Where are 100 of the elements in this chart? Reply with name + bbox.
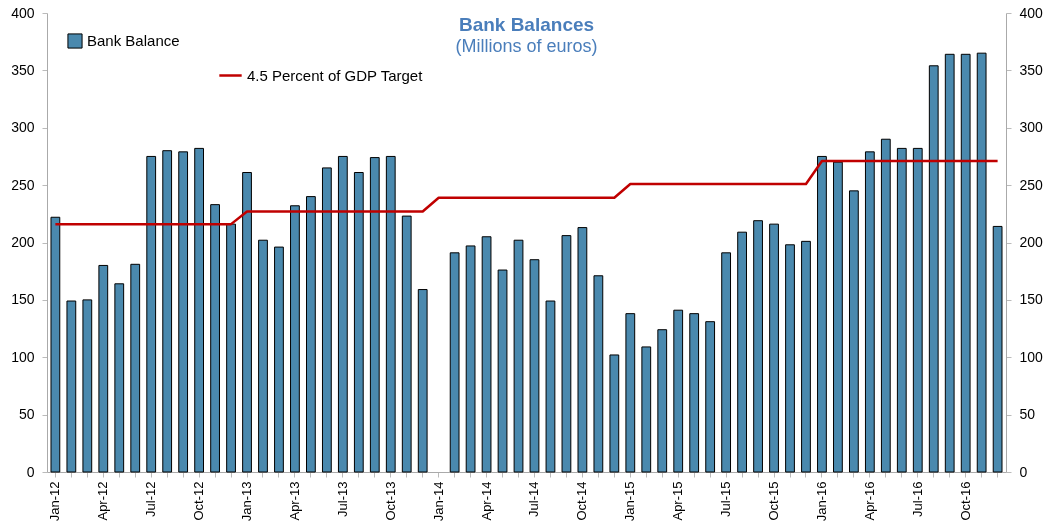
bar [896,147,907,473]
bar [625,313,636,473]
bar [242,172,252,473]
x-tick-label: Oct-16 [957,481,973,521]
y-tick-label: 400 [11,4,35,21]
y-tick-label: 250 [11,176,35,193]
x-tick-label: Jan-14 [430,481,446,522]
bar [673,309,684,473]
bar [785,244,795,473]
bar [258,239,268,473]
x-tick-label: Jan-12 [47,481,63,522]
bar [306,196,316,473]
bar [210,204,220,473]
x-tick-label: Apr-14 [478,481,494,521]
bar [609,354,620,473]
x-tick-label: Apr-16 [861,481,877,521]
x-tick-label: Oct-14 [574,481,590,521]
x-tick-label: Oct-15 [766,481,782,521]
bar [162,150,173,473]
bar [577,227,588,473]
bar [593,275,604,473]
bar [481,236,492,473]
bar [753,220,763,473]
bar [497,269,508,473]
y-tick-label: 200 [11,234,35,250]
x-tick-label: Jul-13 [334,481,350,517]
text: (Millions of euros) [455,36,598,56]
x-tick-label: Oct-13 [382,481,398,521]
bar [66,300,77,473]
bar [274,246,284,473]
x-tick-label: Apr-13 [286,481,302,521]
bar [705,321,716,473]
y2-tick-label: 400 [1019,4,1044,21]
bar [864,151,875,473]
x-tick-label: Apr-12 [95,481,111,521]
y2-tick-label: 200 [1019,234,1044,250]
x-tick-label: Jul-14 [526,481,542,517]
bar [545,300,556,473]
x-tick-label: Jan-16 [813,481,829,522]
bar [880,138,891,473]
x-tick-label: Jan-15 [622,481,638,522]
bar [417,289,428,473]
bar [721,252,732,473]
bar [513,239,524,473]
bar [960,53,971,473]
line-series [54,159,999,226]
bar [385,155,396,473]
y2-tick-label: 250 [1019,176,1044,193]
bar [769,223,779,473]
y-tick-label: 150 [11,291,35,308]
bar [817,155,827,473]
bar [737,231,747,473]
bar [992,225,1003,473]
bar [848,190,859,473]
bar [290,205,300,473]
bar [194,147,205,473]
bar [401,215,412,473]
x-tick-label: Jan-13 [239,481,255,522]
chart-title: Bank Balances [458,14,595,35]
y-tick-label: 50 [18,406,35,423]
y-tick-label: 0 [26,463,35,480]
bar [529,259,540,473]
bar [912,147,923,473]
bar [641,346,652,473]
bar [689,313,700,473]
bar [801,240,811,473]
bar [944,53,955,473]
bar [98,264,109,473]
bar [82,299,93,473]
bar [976,52,987,473]
bar [321,167,332,473]
y-tick-label: 100 [11,348,35,365]
y-tick-label: 300 [11,119,35,136]
bar [146,155,157,473]
bar [178,151,189,473]
bar [353,172,364,473]
bar [369,157,380,473]
y2-tick-label: 100 [1019,348,1044,365]
bar [657,329,668,473]
bar [226,223,236,473]
y2-tick-label: 50 [1019,406,1036,423]
bar [50,216,61,473]
legend-label: 4.5 Percent of GDP Target [247,66,424,84]
bar [833,161,843,473]
y-tick-label: 350 [11,61,35,78]
x-tick-label: Jul-12 [143,481,159,517]
x-tick-label: Oct-12 [191,481,207,521]
y2-tick-label: 350 [1019,61,1044,78]
bar [465,245,476,473]
bar [928,65,939,473]
bar [337,155,348,473]
y2-tick-label: 150 [1019,291,1044,308]
bar [449,252,460,473]
bar [114,283,125,473]
y2-tick-label: 300 [1019,119,1044,136]
y2-tick-label: 0 [1019,463,1028,480]
bar [561,235,572,473]
bar [130,263,141,473]
legend-label: Bank Balance [87,32,180,49]
x-tick-label: Apr-15 [670,481,686,521]
